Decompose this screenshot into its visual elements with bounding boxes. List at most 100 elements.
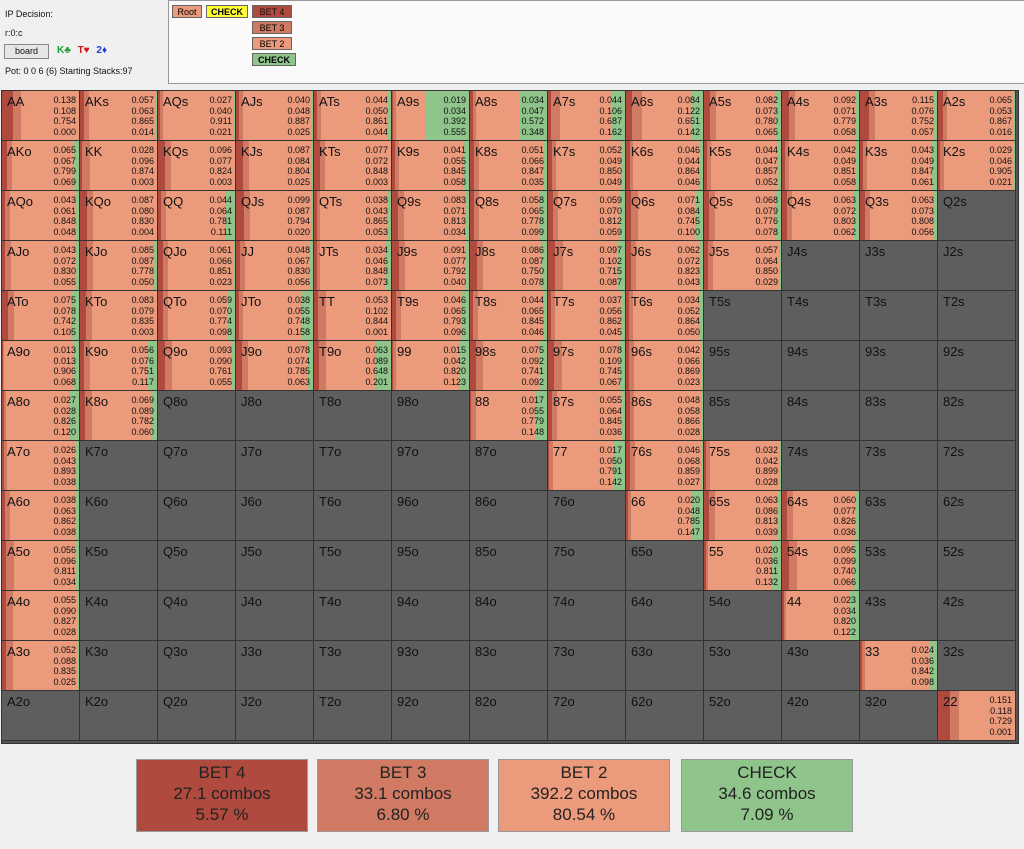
- hand-cell[interactable]: 0.097 0.102 0.715 0.087 J7s: [548, 241, 626, 291]
- hand-cell[interactable]: 0.086 0.087 0.750 0.078 J8s: [470, 241, 548, 291]
- hand-cell[interactable]: 0.151 0.118 0.729 0.001 22: [938, 691, 1016, 741]
- hand-cell[interactable]: 0.032 0.042 0.899 0.028 75s: [704, 441, 782, 491]
- hand-cell[interactable]: 93o: [392, 641, 470, 691]
- hand-cell[interactable]: 32o: [860, 691, 938, 741]
- hand-cell[interactable]: 0.071 0.084 0.745 0.100 Q6s: [626, 191, 704, 241]
- hand-cell[interactable]: 72o: [548, 691, 626, 741]
- hand-cell[interactable]: 0.075 0.092 0.741 0.092 98s: [470, 341, 548, 391]
- hand-cell[interactable]: 72s: [938, 441, 1016, 491]
- board-button[interactable]: board: [4, 44, 49, 59]
- hand-cell[interactable]: Q8o: [158, 391, 236, 441]
- hand-cell[interactable]: 0.063 0.089 0.648 0.201 T9o: [314, 341, 392, 391]
- hand-cell[interactable]: 93s: [860, 341, 938, 391]
- hand-cell[interactable]: 0.063 0.086 0.813 0.039 65s: [704, 491, 782, 541]
- hand-cell[interactable]: 0.046 0.068 0.859 0.027 76s: [626, 441, 704, 491]
- hand-cell[interactable]: 96o: [392, 491, 470, 541]
- hand-cell[interactable]: 0.115 0.076 0.752 0.057 A3s: [860, 91, 938, 141]
- hand-cell[interactable]: 0.019 0.034 0.392 0.555 A9s: [392, 91, 470, 141]
- hand-cell[interactable]: Q7o: [158, 441, 236, 491]
- hand-cell[interactable]: 0.034 0.046 0.848 0.073 JTs: [314, 241, 392, 291]
- hand-cell[interactable]: 0.042 0.049 0.851 0.058 K4s: [782, 141, 860, 191]
- hand-cell[interactable]: Q2o: [158, 691, 236, 741]
- hand-cell[interactable]: 86o: [470, 491, 548, 541]
- hand-cell[interactable]: 0.040 0.048 0.887 0.025 AJs: [236, 91, 314, 141]
- hand-cell[interactable]: 42s: [938, 591, 1016, 641]
- hand-cell[interactable]: T5s: [704, 291, 782, 341]
- hand-cell[interactable]: 43s: [860, 591, 938, 641]
- hand-cell[interactable]: 84o: [470, 591, 548, 641]
- hand-cell[interactable]: J2s: [938, 241, 1016, 291]
- hand-cell[interactable]: 0.026 0.043 0.893 0.038 A7o: [2, 441, 80, 491]
- hand-cell[interactable]: 65o: [626, 541, 704, 591]
- hand-cell[interactable]: T8o: [314, 391, 392, 441]
- hand-cell[interactable]: Q4o: [158, 591, 236, 641]
- tree-node-bet3[interactable]: BET 3: [252, 21, 292, 34]
- hand-cell[interactable]: 0.023 0.034 0.820 0.122 44: [782, 591, 860, 641]
- hand-cell[interactable]: Q5o: [158, 541, 236, 591]
- hand-cell[interactable]: 0.084 0.122 0.651 0.142 A6s: [626, 91, 704, 141]
- hand-cell[interactable]: 85o: [470, 541, 548, 591]
- hand-cell[interactable]: K7o: [80, 441, 158, 491]
- hand-cell[interactable]: 82s: [938, 391, 1016, 441]
- hand-cell[interactable]: J7o: [236, 441, 314, 491]
- hand-cell[interactable]: 0.015 0.042 0.820 0.123 99: [392, 341, 470, 391]
- hand-cell[interactable]: J5o: [236, 541, 314, 591]
- tree-node-bet2[interactable]: BET 2: [252, 37, 292, 50]
- hand-cell[interactable]: 43o: [782, 641, 860, 691]
- hand-cell[interactable]: 0.013 0.013 0.906 0.068 A9o: [2, 341, 80, 391]
- hand-cell[interactable]: 0.044 0.047 0.857 0.052 K5s: [704, 141, 782, 191]
- hand-cell[interactable]: 0.057 0.063 0.865 0.014 AKs: [80, 91, 158, 141]
- hand-cell[interactable]: T5o: [314, 541, 392, 591]
- hand-cell[interactable]: J3s: [860, 241, 938, 291]
- hand-cell[interactable]: 0.038 0.043 0.865 0.053 QTs: [314, 191, 392, 241]
- hand-cell[interactable]: 62s: [938, 491, 1016, 541]
- hand-cell[interactable]: J2o: [236, 691, 314, 741]
- hand-cell[interactable]: T7o: [314, 441, 392, 491]
- hand-cell[interactable]: 0.082 0.073 0.780 0.065 A5s: [704, 91, 782, 141]
- hand-cell[interactable]: 0.048 0.058 0.866 0.028 86s: [626, 391, 704, 441]
- hand-cell[interactable]: 0.068 0.079 0.776 0.078 Q5s: [704, 191, 782, 241]
- hand-cell[interactable]: 0.078 0.109 0.745 0.067 97s: [548, 341, 626, 391]
- hand-cell[interactable]: Q6o: [158, 491, 236, 541]
- hand-cell[interactable]: T6o: [314, 491, 392, 541]
- hand-cell[interactable]: 0.027 0.028 0.826 0.120 A8o: [2, 391, 80, 441]
- hand-cell[interactable]: A2o: [2, 691, 80, 741]
- hand-cell[interactable]: 0.017 0.055 0.779 0.148 88: [470, 391, 548, 441]
- hand-cell[interactable]: 85s: [704, 391, 782, 441]
- hand-cell[interactable]: 0.063 0.072 0.803 0.062 Q4s: [782, 191, 860, 241]
- tree-node-root[interactable]: Root: [172, 5, 202, 18]
- hand-cell[interactable]: 42o: [782, 691, 860, 741]
- hand-cell[interactable]: 0.096 0.077 0.824 0.003 KQs: [158, 141, 236, 191]
- hand-cell[interactable]: 74s: [782, 441, 860, 491]
- hand-cell[interactable]: 0.051 0.066 0.847 0.035 K8s: [470, 141, 548, 191]
- hand-cell[interactable]: 0.020 0.036 0.811 0.132 55: [704, 541, 782, 591]
- hand-cell[interactable]: K4o: [80, 591, 158, 641]
- hand-cell[interactable]: 0.024 0.036 0.842 0.098 33: [860, 641, 938, 691]
- hand-cell[interactable]: T3o: [314, 641, 392, 691]
- hand-cell[interactable]: J3o: [236, 641, 314, 691]
- hand-cell[interactable]: 0.083 0.079 0.835 0.003 KTo: [80, 291, 158, 341]
- hand-cell[interactable]: 0.056 0.096 0.811 0.034 A5o: [2, 541, 80, 591]
- hand-cell[interactable]: 95s: [704, 341, 782, 391]
- hand-cell[interactable]: 0.078 0.074 0.785 0.063 J9o: [236, 341, 314, 391]
- hand-cell[interactable]: K2o: [80, 691, 158, 741]
- hand-cell[interactable]: 0.092 0.071 0.779 0.058 A4s: [782, 91, 860, 141]
- hand-cell[interactable]: 0.048 0.067 0.830 0.056 JJ: [236, 241, 314, 291]
- hand-cell[interactable]: 0.044 0.050 0.861 0.044 ATs: [314, 91, 392, 141]
- hand-cell[interactable]: 94o: [392, 591, 470, 641]
- hand-cell[interactable]: 98o: [392, 391, 470, 441]
- hand-cell[interactable]: 0.065 0.067 0.799 0.069 AKo: [2, 141, 80, 191]
- hand-cell[interactable]: 54o: [704, 591, 782, 641]
- hand-cell[interactable]: 62o: [626, 691, 704, 741]
- hand-cell[interactable]: T4o: [314, 591, 392, 641]
- hand-cell[interactable]: 0.055 0.064 0.845 0.036 87s: [548, 391, 626, 441]
- hand-cell[interactable]: 0.091 0.077 0.792 0.040 J9s: [392, 241, 470, 291]
- hand-cell[interactable]: Q3o: [158, 641, 236, 691]
- hand-cell[interactable]: 0.087 0.080 0.830 0.004 KQo: [80, 191, 158, 241]
- hand-cell[interactable]: 0.062 0.072 0.823 0.043 J6s: [626, 241, 704, 291]
- hand-cell[interactable]: 53s: [860, 541, 938, 591]
- hand-cell[interactable]: 0.056 0.076 0.751 0.117 K9o: [80, 341, 158, 391]
- hand-cell[interactable]: 0.043 0.049 0.847 0.061 K3s: [860, 141, 938, 191]
- hand-cell[interactable]: 0.044 0.064 0.781 0.111 QQ: [158, 191, 236, 241]
- hand-cell[interactable]: 52s: [938, 541, 1016, 591]
